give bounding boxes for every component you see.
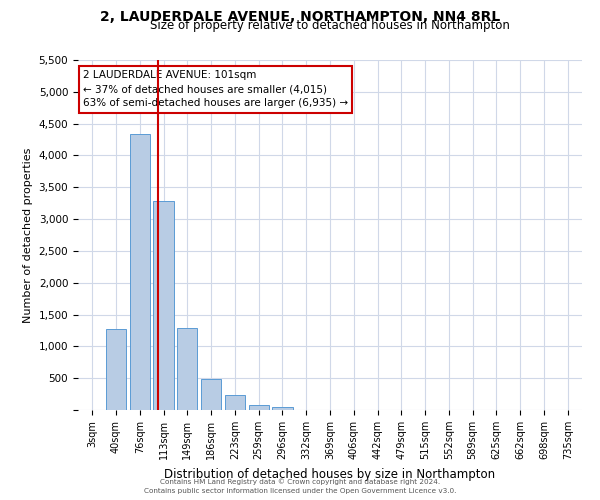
Y-axis label: Number of detached properties: Number of detached properties: [23, 148, 33, 322]
Title: Size of property relative to detached houses in Northampton: Size of property relative to detached ho…: [150, 20, 510, 32]
Bar: [201, 380, 221, 410]
Bar: [248, 405, 269, 410]
X-axis label: Distribution of detached houses by size in Northampton: Distribution of detached houses by size …: [164, 468, 496, 480]
Text: 2 LAUDERDALE AVENUE: 101sqm
← 37% of detached houses are smaller (4,015)
63% of : 2 LAUDERDALE AVENUE: 101sqm ← 37% of det…: [83, 70, 348, 108]
Text: 2, LAUDERDALE AVENUE, NORTHAMPTON, NN4 8RL: 2, LAUDERDALE AVENUE, NORTHAMPTON, NN4 8…: [100, 10, 500, 24]
Bar: [225, 394, 245, 410]
Text: Contains HM Land Registry data © Crown copyright and database right 2024.
Contai: Contains HM Land Registry data © Crown c…: [144, 478, 456, 494]
Bar: [272, 407, 293, 410]
Bar: [106, 329, 126, 410]
Bar: [154, 200, 173, 410]
Bar: [177, 328, 197, 410]
Bar: [130, 134, 150, 410]
